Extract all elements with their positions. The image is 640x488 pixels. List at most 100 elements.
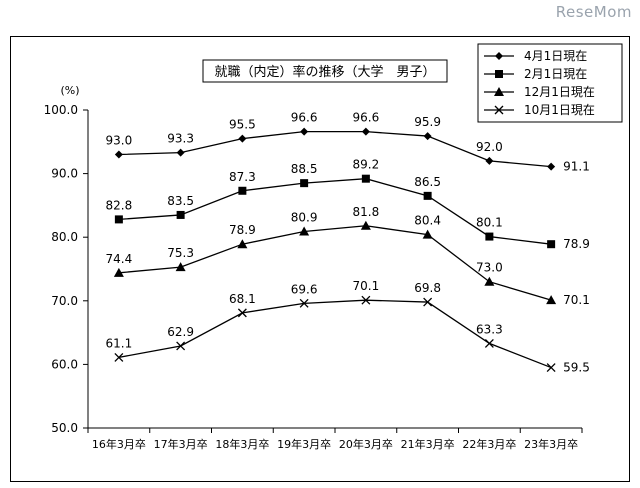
data-label: 80.9 (291, 210, 318, 224)
x-tick-label: 22年3月卒 (462, 437, 516, 451)
data-label: 80.1 (476, 216, 503, 230)
data-label: 68.1 (229, 292, 256, 306)
data-label: 88.5 (291, 162, 318, 176)
data-label: 59.5 (563, 361, 590, 375)
y-tick-label: 100.0 (44, 103, 78, 117)
data-label: 63.3 (476, 322, 503, 336)
data-label: 87.3 (229, 170, 256, 184)
data-point-stroke (484, 338, 494, 348)
data-point-stroke (114, 352, 124, 362)
data-point (300, 127, 309, 136)
legend-entry: 4月1日現在 (524, 49, 587, 63)
data-point (238, 134, 247, 143)
data-point (547, 240, 556, 249)
y-tick-label: 50.0 (51, 421, 78, 435)
legend-marker (494, 105, 504, 115)
legend-marker (495, 52, 503, 60)
data-point (299, 298, 309, 308)
data-label: 70.1 (353, 279, 380, 293)
data-point-stroke (237, 308, 247, 318)
data-point (423, 132, 432, 141)
y-tick-label: 60.0 (51, 357, 78, 371)
data-point-stroke (361, 295, 371, 305)
data-label: 91.1 (563, 160, 590, 174)
data-point (484, 276, 495, 286)
data-label: 82.8 (106, 198, 133, 212)
data-label: 93.3 (167, 132, 194, 146)
data-label: 62.9 (167, 325, 194, 339)
x-tick-label: 23年3月卒 (524, 437, 578, 451)
data-point (546, 295, 557, 305)
legend-entry: 10月1日現在 (524, 103, 595, 117)
x-tick-label: 20年3月卒 (339, 437, 393, 451)
data-point (300, 179, 309, 188)
series-line (118, 225, 552, 301)
y-tick-label: 80.0 (51, 230, 78, 244)
data-label: 83.5 (167, 194, 194, 208)
data-point (299, 226, 310, 236)
data-point (546, 363, 556, 373)
data-label: 78.9 (563, 237, 590, 251)
data-point-stroke (176, 341, 186, 351)
legend-entry: 12月1日現在 (524, 85, 595, 99)
resemom-logo: ReseMom (555, 3, 632, 21)
data-point (423, 297, 433, 307)
data-label: 89.2 (353, 158, 380, 172)
legend-entry: 2月1日現在 (524, 67, 587, 81)
data-point (360, 220, 371, 230)
data-point (237, 308, 247, 318)
x-tick-label: 16年3月卒 (92, 437, 146, 451)
x-tick-label: 17年3月卒 (154, 437, 208, 451)
data-point (114, 215, 123, 224)
data-point (114, 150, 123, 159)
data-label: 93.0 (106, 134, 133, 148)
y-tick-label: 90.0 (51, 167, 78, 181)
data-label: 70.1 (563, 293, 590, 307)
chart-title: 就職（内定）率の推移（大学 男子） (214, 64, 435, 80)
data-label: 78.9 (229, 223, 256, 237)
data-point (484, 338, 494, 348)
data-point (175, 262, 186, 272)
data-point (485, 156, 494, 165)
data-point (176, 148, 185, 157)
data-point-stroke (423, 297, 433, 307)
data-label: 96.6 (353, 111, 380, 125)
series-line (118, 299, 552, 369)
data-point (176, 210, 185, 219)
data-point (237, 239, 248, 249)
data-point (422, 229, 433, 239)
data-point (485, 232, 494, 241)
data-label: 95.9 (414, 115, 441, 129)
data-point (113, 267, 124, 277)
data-label: 69.6 (291, 282, 318, 296)
chart-title-box (202, 59, 448, 83)
legend-marker (495, 70, 503, 78)
legend-marker-stroke (494, 105, 504, 115)
data-point (547, 162, 556, 171)
legend-marker (494, 87, 504, 96)
data-label: 92.0 (476, 140, 503, 154)
x-tick-label: 21年3月卒 (401, 437, 455, 451)
data-point-stroke (546, 363, 556, 373)
data-label: 86.5 (414, 175, 441, 189)
data-point-stroke (299, 298, 309, 308)
x-tick-label: 18年3月卒 (215, 437, 269, 451)
data-label: 69.8 (414, 281, 441, 295)
data-label: 74.4 (106, 252, 133, 266)
data-point (361, 127, 370, 136)
data-label: 96.6 (291, 111, 318, 125)
series-line (118, 178, 552, 245)
data-label: 73.0 (476, 261, 503, 275)
x-tick-label: 19年3月卒 (277, 437, 331, 451)
chart-frame (10, 36, 630, 482)
data-point (361, 174, 370, 183)
y-tick-label: 70.0 (51, 294, 78, 308)
data-label: 95.5 (229, 118, 256, 132)
data-label: 75.3 (167, 246, 194, 260)
data-label: 80.4 (414, 214, 441, 228)
data-point (114, 352, 124, 362)
data-point (238, 186, 247, 195)
data-point (361, 295, 371, 305)
series-line (118, 130, 552, 168)
